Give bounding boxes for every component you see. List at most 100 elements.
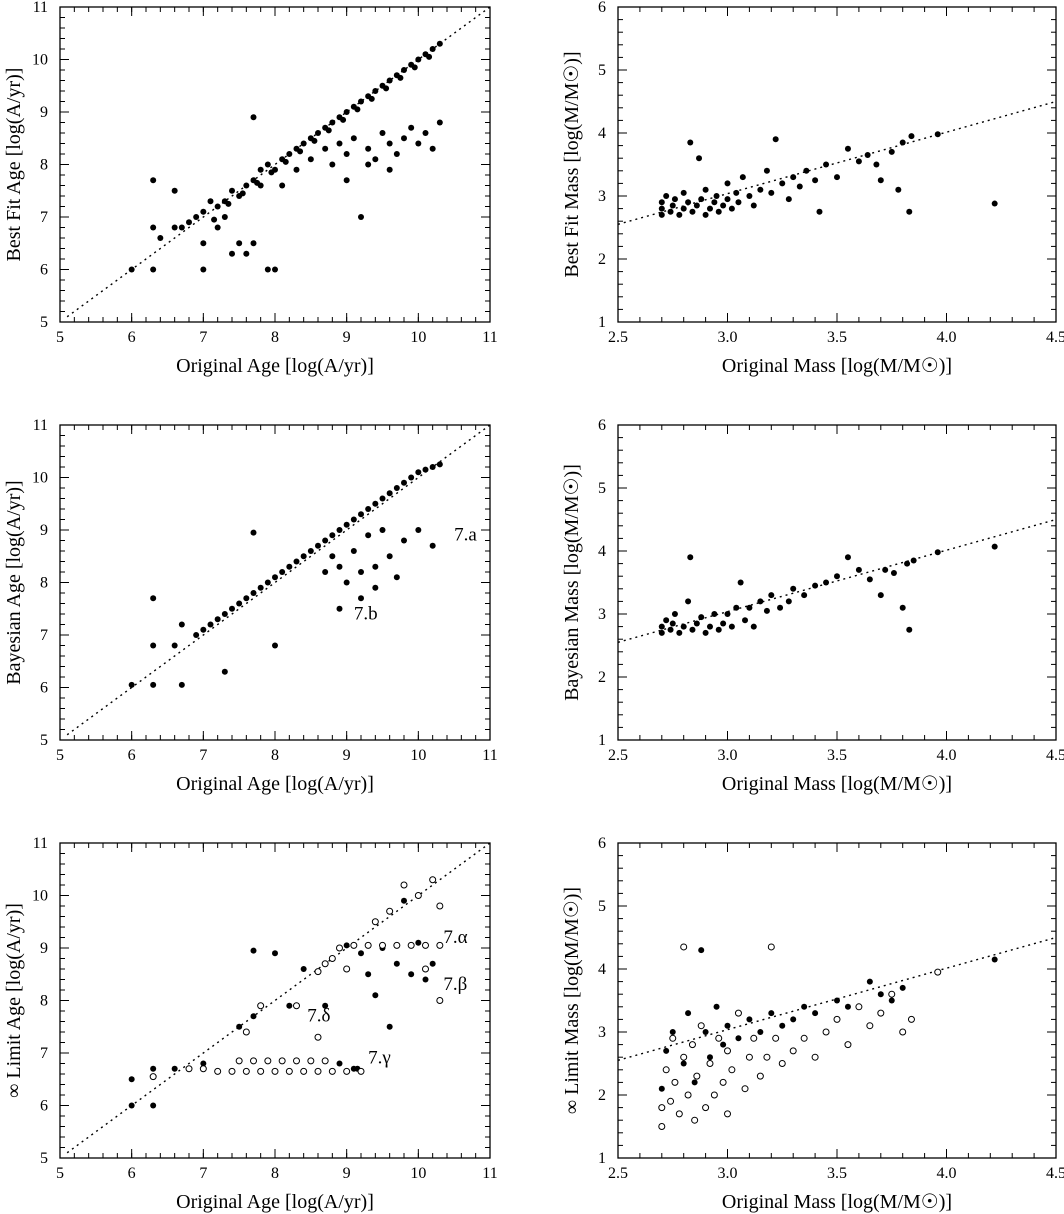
data-point: [671, 611, 678, 617]
data-point: [724, 180, 731, 187]
data-point-open: [293, 1002, 300, 1010]
data-point: [906, 208, 913, 215]
x-tick-label: 2.5: [608, 1165, 628, 1182]
x-tick-label: 4.5: [1046, 747, 1064, 764]
data-point: [904, 560, 911, 567]
data-point: [991, 543, 998, 550]
data-point: [698, 196, 705, 203]
data-point: [910, 557, 917, 564]
x-tick-label: 3.0: [718, 1165, 738, 1182]
y-axis-title: Bayesian Age [log(A/yr)]: [3, 480, 25, 684]
x-tick-label: 7: [199, 1165, 207, 1182]
data-point: [336, 140, 343, 147]
data-point-open: [680, 943, 688, 951]
data-point: [934, 549, 941, 556]
data-point: [713, 193, 720, 199]
x-tick-label: 7: [199, 329, 207, 346]
x-tick-label: 7: [199, 747, 207, 764]
data-point: [667, 208, 674, 215]
data-point: [300, 966, 307, 972]
data-point-open: [750, 1034, 758, 1042]
x-tick-label: 6: [128, 329, 136, 346]
data-point-open: [271, 1067, 279, 1075]
data-point: [658, 199, 665, 206]
data-point: [768, 189, 775, 196]
data-point: [358, 950, 364, 957]
data-point: [250, 947, 257, 954]
data-point: [768, 592, 775, 599]
data-point: [877, 991, 884, 998]
data-point: [877, 592, 884, 599]
data-point: [834, 573, 840, 580]
data-point-open: [772, 1034, 780, 1042]
data-point: [742, 617, 749, 624]
data-point: [733, 604, 740, 611]
data-point: [229, 187, 235, 194]
data-point: [243, 250, 250, 257]
data-point: [702, 629, 709, 636]
data-point: [343, 521, 350, 528]
data-point-open: [300, 1067, 308, 1075]
annotation-label: 7.β: [443, 974, 467, 995]
data-point-open: [833, 1015, 841, 1023]
data-point: [429, 145, 436, 152]
data-point: [713, 1003, 720, 1010]
x-tick-label: 4.5: [1046, 329, 1064, 346]
x-tick-label: 4.0: [937, 1165, 957, 1182]
data-point-open: [235, 1057, 243, 1065]
data-point: [680, 189, 687, 196]
data-point-open: [669, 1034, 677, 1042]
y-tick-label: 7: [40, 209, 48, 226]
data-point-open: [693, 1072, 701, 1080]
data-point: [757, 186, 764, 193]
data-point: [890, 570, 897, 577]
y-tick-label: 7: [40, 1045, 48, 1062]
data-point: [243, 182, 250, 189]
data-point: [864, 152, 871, 159]
data-point: [855, 566, 862, 573]
data-point: [866, 978, 873, 985]
data-point-open: [250, 1057, 257, 1065]
data-point: [322, 569, 329, 575]
data-point: [877, 177, 884, 184]
x-tick-label: 4.0: [937, 329, 957, 346]
x-axis-title: Original Mass [log(M/M☉)]: [722, 355, 952, 377]
data-point: [728, 205, 735, 212]
series-0: [128, 897, 436, 1109]
plot-frame: [617, 6, 1057, 323]
data-point: [763, 167, 770, 174]
x-tick-label: 10: [410, 329, 426, 346]
data-point: [279, 569, 286, 575]
data-point: [991, 200, 998, 207]
data-point-open: [697, 1022, 705, 1030]
data-point: [386, 140, 393, 147]
data-point: [750, 202, 757, 209]
data-point: [221, 668, 228, 675]
data-point: [790, 1016, 797, 1023]
data-point: [221, 611, 228, 617]
y-tick-label: 8: [40, 993, 48, 1010]
data-point: [785, 196, 792, 203]
data-point: [200, 240, 207, 247]
data-point: [693, 620, 700, 627]
y-tick-label: 6: [40, 1098, 48, 1115]
data-point-open: [257, 1067, 265, 1075]
data-point: [150, 177, 157, 184]
data-point: [254, 179, 261, 186]
data-point: [429, 960, 436, 967]
data-point: [422, 976, 429, 983]
data-point: [329, 532, 336, 539]
data-point: [178, 681, 185, 688]
x-axis-title: Original Age [log(A/yr)]: [176, 355, 374, 377]
data-point: [365, 145, 372, 152]
data-point-open: [307, 1057, 315, 1065]
data-point: [711, 199, 718, 206]
data-point-open: [907, 1015, 915, 1023]
y-tick-label: 11: [33, 0, 48, 16]
data-point: [150, 681, 157, 688]
data-point: [702, 211, 709, 218]
data-point: [128, 1076, 135, 1083]
panel-bayesian-mass: 2.5 3.0 3.5 4.0 4.5 1 2 3 4 5 6 Original Mass [log(…: [561, 417, 1064, 795]
data-point-open: [293, 1057, 300, 1065]
data-point: [834, 174, 840, 181]
